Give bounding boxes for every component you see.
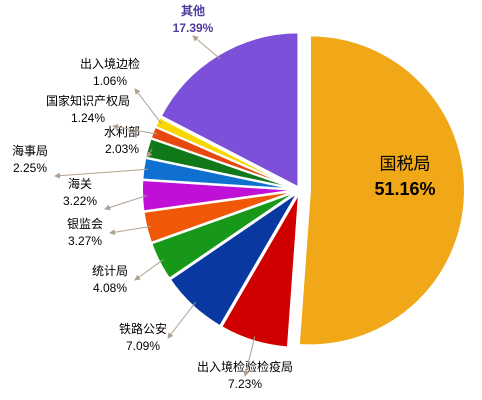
leader-line [192,35,221,60]
slice-label: 海事局 [12,143,48,158]
value-label: 4.08% [93,281,127,295]
leader-line [104,195,147,211]
leader-line [243,336,256,377]
leader-line [167,301,196,339]
value-label: 7.23% [228,377,262,391]
leader-line [109,225,152,236]
pie-slice [159,31,300,190]
value-label: 7.09% [126,339,160,353]
slice-label: 水利部 [104,124,140,139]
slice-label: 铁路公安 [119,321,167,336]
slice-label: 国税局 [380,154,431,173]
leader-line [146,148,153,158]
leader-line [112,123,158,135]
value-label: 1.06% [93,74,127,88]
slice-label: 出入境检验检疫局 [197,359,293,374]
value-label: 51.16% [374,179,435,199]
value-label: 1.24% [71,111,105,125]
slice-label: 海关 [68,176,92,191]
leader-line [54,168,149,179]
value-label: 2.03% [105,142,139,156]
pie-slice [153,116,298,190]
value-label: 3.22% [63,194,97,208]
slice-label: 银监会 [67,217,103,231]
leader-line [134,259,164,281]
slice-label: 统计局 [92,264,128,278]
leader-line [134,88,162,125]
value-label: 17.39% [173,21,214,35]
value-label: 2.25% [13,161,47,175]
slice-label: 出入境边检 [80,56,140,71]
slice-label: 其他 [181,3,205,18]
value-label: 3.27% [68,234,102,248]
slice-label: 国家知识产权局 [46,93,130,108]
pie-slice [297,34,466,347]
